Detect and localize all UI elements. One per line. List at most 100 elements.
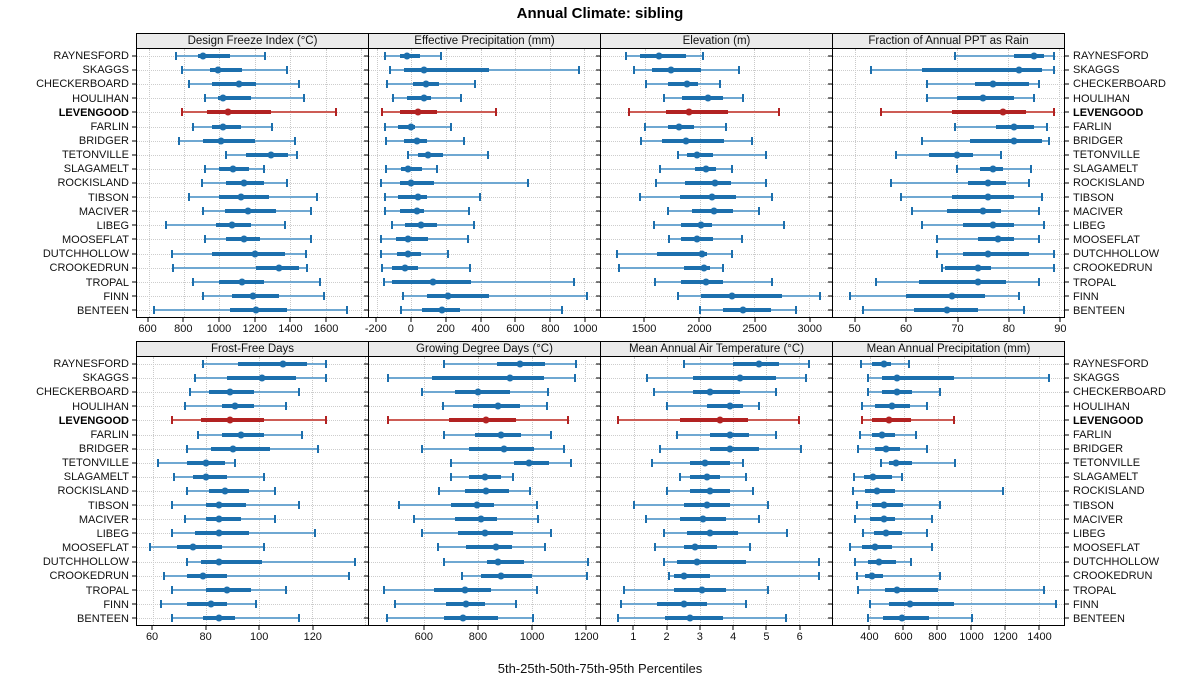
station-label: CHECKERBOARD xyxy=(1073,78,1166,91)
panel-2: Elevation (m) 1500 2000 2500 3000 xyxy=(596,33,833,340)
row-tick xyxy=(828,126,832,128)
row-tick xyxy=(364,55,368,57)
whisker-cap-low xyxy=(149,543,152,552)
median-dot xyxy=(691,543,699,551)
whisker-cap-high xyxy=(436,164,439,173)
vertical-gridline xyxy=(799,357,800,625)
row-tick xyxy=(1065,69,1069,71)
whisker-cap-high xyxy=(546,388,549,397)
row-tick xyxy=(364,238,368,240)
whisker-cap-high xyxy=(315,193,318,202)
row-tick xyxy=(1065,546,1069,548)
whisker-cap-high xyxy=(751,136,754,145)
row-tick xyxy=(364,69,368,71)
whisker-row xyxy=(596,583,832,597)
whisker-row xyxy=(132,190,368,204)
x-tick xyxy=(151,626,153,630)
iqr-box xyxy=(208,489,249,494)
median-dot xyxy=(214,66,222,74)
station-label: TETONVILLE xyxy=(1073,457,1141,470)
median-dot xyxy=(702,278,710,286)
whisker-cap-low xyxy=(654,543,657,552)
row-tick xyxy=(828,462,832,464)
row-tick xyxy=(1065,238,1069,240)
iqr-box xyxy=(652,68,701,73)
median-dot xyxy=(693,151,701,159)
iqr-box xyxy=(465,545,512,550)
whisker-cap-high xyxy=(532,614,535,623)
row-tick xyxy=(596,83,600,85)
median-dot xyxy=(716,416,724,424)
whisker-cap-high xyxy=(335,108,338,117)
row-tick xyxy=(364,504,368,506)
whisker-cap-low xyxy=(675,430,678,439)
whisker-range xyxy=(385,196,480,199)
x-tick xyxy=(254,318,256,322)
x-tick xyxy=(289,318,291,322)
panel-title: Frost-Free Days xyxy=(210,343,295,355)
x-tick-label: 1400 xyxy=(278,323,303,335)
whisker-row xyxy=(132,176,368,190)
whisker-range xyxy=(868,377,1049,380)
whisker-row xyxy=(596,105,832,119)
whisker-cap-high xyxy=(313,529,316,538)
whisker-cap-high xyxy=(296,150,299,159)
whisker-cap-high xyxy=(324,416,327,425)
station-label: SLAGAMELT xyxy=(1073,163,1139,176)
horizontal-gridline xyxy=(369,98,600,100)
whisker-cap-high xyxy=(1038,235,1040,244)
iqr-box xyxy=(929,152,973,157)
whisker-row xyxy=(596,162,832,176)
row-tick xyxy=(1065,140,1069,142)
row-tick xyxy=(828,546,832,548)
panel-plot xyxy=(596,357,833,626)
x-tick-label: 90 xyxy=(1054,323,1067,335)
median-dot xyxy=(217,137,225,145)
whisker-cap-low xyxy=(936,235,939,244)
whisker-row xyxy=(132,498,368,512)
row-tick xyxy=(132,196,136,198)
row-tick xyxy=(596,238,600,240)
row-tick xyxy=(596,518,600,520)
whisker-cap-low xyxy=(188,193,191,202)
row-tick xyxy=(364,561,368,563)
median-dot xyxy=(516,360,524,368)
row-tick xyxy=(132,603,136,605)
whisker-row xyxy=(364,303,600,317)
row-tick xyxy=(132,391,136,393)
whisker-row xyxy=(596,120,832,134)
whisker-cap-low xyxy=(920,221,923,230)
median-dot xyxy=(407,123,415,131)
whisker-cap-low xyxy=(925,94,928,103)
x-tick-label: 400 xyxy=(860,631,879,643)
median-dot xyxy=(711,179,719,187)
median-dot xyxy=(251,250,259,258)
whisker-row xyxy=(828,399,1069,413)
row-tick xyxy=(828,363,832,365)
whisker-cap-low xyxy=(653,221,656,230)
row-tick xyxy=(1065,210,1069,212)
whisker-cap-low xyxy=(204,94,207,103)
station-label: SKAGGS xyxy=(82,372,129,385)
horizontal-gridline xyxy=(369,253,600,255)
whisker-cap-low xyxy=(442,402,445,411)
whisker-cap-low xyxy=(170,585,173,594)
iqr-box xyxy=(700,293,783,298)
whisker-cap-high xyxy=(473,80,476,89)
whisker-cap-high xyxy=(466,235,469,244)
row-tick xyxy=(828,419,832,421)
x-tick-label: -200 xyxy=(364,323,387,335)
whisker-row xyxy=(364,470,600,484)
row-tick xyxy=(364,476,368,478)
row-tick xyxy=(132,546,136,548)
x-tick-label: 2 xyxy=(663,631,670,643)
whisker-row xyxy=(596,49,832,63)
horizontal-gridline xyxy=(833,126,1064,128)
whisker-row xyxy=(828,261,1069,275)
whisker-cap-low xyxy=(189,388,192,397)
station-label: DUTCHHOLLOW xyxy=(1073,248,1160,261)
vertical-gridline xyxy=(424,357,426,625)
iqr-box xyxy=(448,418,516,423)
station-label: FINN xyxy=(103,290,129,303)
x-tick xyxy=(765,626,767,630)
